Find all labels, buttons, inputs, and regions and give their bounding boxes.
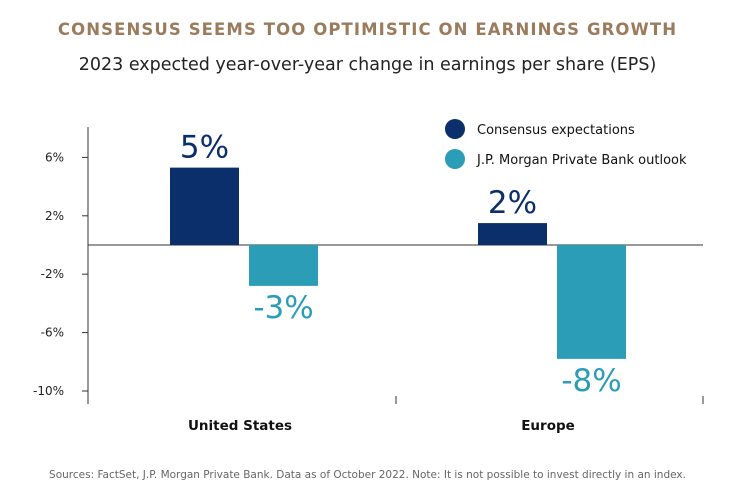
legend-marker-consensus [445,119,465,139]
y-tick-label: 6% [45,150,64,164]
chart-subtitle: 2023 expected year-over-year change in e… [78,55,657,75]
bar-jpm-outlook [557,245,626,359]
bar-consensus [170,167,239,245]
bar-consensus [478,223,547,245]
data-label-jpm-outlook: -8% [561,363,621,399]
x-category-label: Europe [521,418,575,434]
data-label-consensus: 2% [488,185,537,221]
y-tick-label: -10% [33,384,64,398]
legend-label-jpm-outlook: J.P. Morgan Private Bank outlook [476,153,687,168]
legend-marker-jpm-outlook [445,149,465,169]
x-category-label: United States [188,418,292,434]
chart-title: CONSENSUS SEEMS TOO OPTIMISTIC ON EARNIN… [57,20,678,39]
y-tick-label: 2% [45,209,64,223]
data-label-jpm-outlook: -3% [253,290,313,326]
legend-label-consensus: Consensus expectations [477,123,635,138]
source-note: Sources: FactSet, J.P. Morgan Private Ba… [49,469,686,481]
data-label-consensus: 5% [180,130,229,166]
bar-jpm-outlook [249,245,318,286]
y-tick-label: -2% [41,267,64,281]
y-tick-label: -6% [41,326,64,340]
